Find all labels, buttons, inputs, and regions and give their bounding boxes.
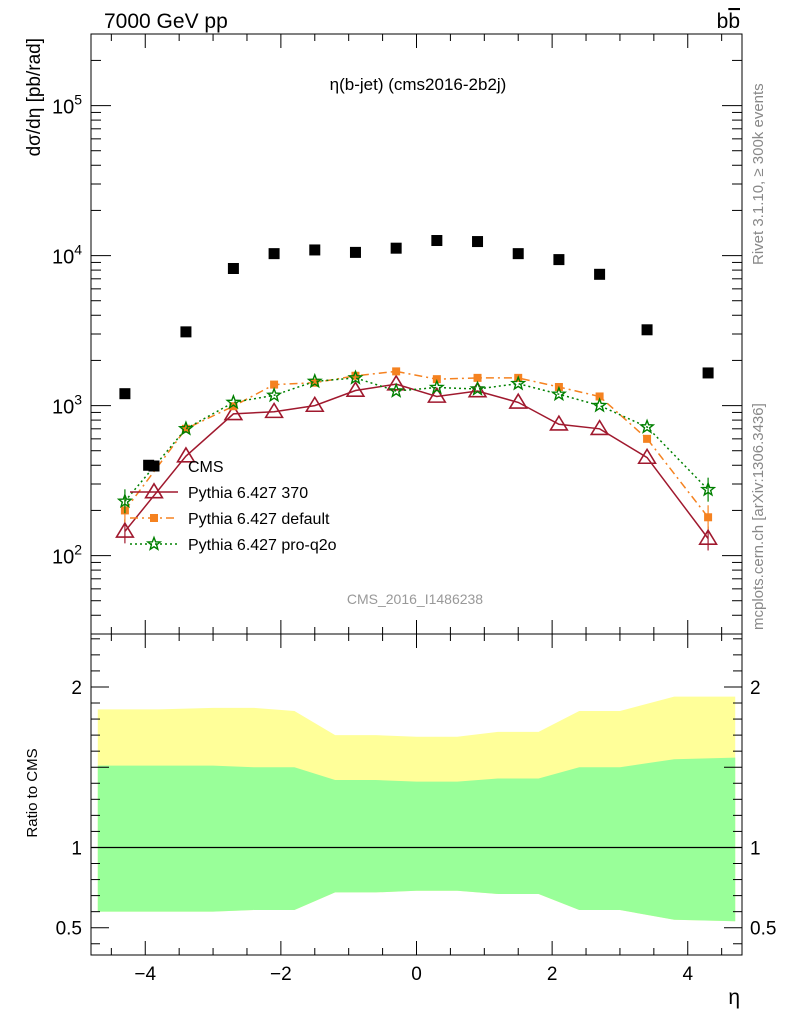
point-pq2o: [266, 386, 283, 403]
main-y-tick-label: 105: [52, 92, 82, 119]
point-pq2o: [591, 397, 608, 413]
point-p370: [467, 381, 488, 398]
x-tick-label: 2: [547, 964, 558, 985]
point-p370: [508, 392, 529, 409]
legend-label-pq2o: Pythia 6.427 pro-q2o: [188, 537, 337, 554]
point-pq2o: [388, 382, 405, 398]
point-p370: [427, 386, 447, 403]
point-pdefault: [704, 513, 713, 522]
main-y-tick-label: 104: [52, 242, 82, 269]
point-pq2o: [225, 393, 242, 410]
point-pq2o: [700, 481, 717, 497]
point-p370: [589, 419, 610, 436]
point-p370: [176, 446, 196, 463]
legend-marker-pdefault: [150, 514, 158, 522]
point-data: [512, 248, 524, 260]
legend: CMS Pythia 6.427 370 Pythia 6.427 default P…: [130, 459, 337, 554]
point-data: [227, 262, 239, 274]
point-p370: [549, 414, 569, 431]
ratio-y-axis-label: Ratio to CMS: [24, 748, 41, 837]
point-pdefault: [473, 373, 482, 382]
point-pdefault: [181, 424, 190, 433]
point-data: [431, 235, 443, 247]
main-panel: 102 103 104 105: [52, 33, 743, 635]
x-tick-label: 4: [682, 964, 693, 985]
point-pdefault: [392, 367, 401, 376]
point-data: [349, 246, 361, 258]
legend-label-pdefault: Pythia 6.427 default: [188, 511, 330, 528]
main-y-tick-label: 102: [52, 542, 82, 569]
point-p370: [386, 374, 406, 391]
ratio-y-tick-label-right: 0.5: [750, 919, 776, 940]
point-data: [472, 236, 484, 248]
point-pdefault: [643, 434, 652, 443]
mcplots-label: mcplots.cern.ch [arXiv:1306.3436]: [750, 403, 767, 630]
point-data: [119, 388, 131, 400]
point-p370: [223, 404, 244, 421]
main-title: η(b-jet) (cms2016-2b2j): [330, 75, 507, 94]
series-line-pq2o: [124, 377, 709, 502]
series-line-p370: [124, 383, 709, 539]
point-data: [702, 367, 714, 379]
rivet-label: Rivet 3.1.10, ≥ 300k events: [750, 83, 767, 265]
ratio-band-inner: [97, 757, 736, 922]
watermark: CMS_2016_I1486238: [347, 591, 483, 607]
point-pdefault: [270, 380, 279, 389]
point-p370: [637, 447, 657, 465]
x-tick-label: −2: [270, 964, 292, 985]
point-pq2o: [428, 378, 445, 395]
point-data: [390, 242, 402, 254]
legend-marker-p370: [144, 482, 164, 499]
legend-marker-data: [148, 460, 160, 472]
point-pdefault: [595, 392, 604, 401]
point-pq2o: [177, 420, 195, 436]
point-p370: [698, 528, 718, 545]
point-pq2o: [347, 369, 364, 385]
main-y-tick-label: 103: [52, 392, 82, 419]
ratio-y-tick-label-right: 2: [750, 678, 761, 699]
legend-marker-pq2o: [145, 535, 163, 551]
point-pdefault: [229, 402, 238, 411]
point-pq2o: [469, 380, 486, 396]
point-p370: [345, 380, 366, 397]
legend-label-data: CMS: [188, 459, 224, 476]
series-line-pdefault: [124, 370, 709, 518]
ratio-y-tick-label: 0.5: [56, 919, 82, 940]
point-data: [553, 254, 565, 266]
point-pq2o: [116, 492, 133, 509]
x-tick-label: 0: [411, 964, 422, 985]
point-pq2o: [550, 385, 567, 402]
main-y-axis-label: dσ/dη [pb/rad]: [24, 38, 45, 156]
ratio-y-tick-label: 1: [71, 838, 82, 859]
point-p370: [304, 395, 325, 413]
ratio-y-tick-label: 2: [71, 678, 82, 699]
x-tick-label: −4: [134, 964, 156, 985]
legend-label-p370: Pythia 6.427 370: [188, 485, 308, 502]
ratio-y-tick-label-right: 1: [750, 838, 761, 859]
point-data: [594, 268, 606, 280]
point-p370: [264, 401, 284, 419]
point-pdefault: [351, 371, 360, 380]
point-pq2o: [510, 375, 527, 391]
point-data: [309, 244, 321, 256]
point-pq2o: [638, 418, 656, 434]
ratio-panel: −4 −2 0 2 4 0.5 0.5 1 1 2 2: [56, 633, 776, 985]
x-axis-label: η: [728, 986, 740, 1009]
point-data: [641, 324, 653, 336]
point-pdefault: [310, 378, 319, 387]
point-pq2o: [306, 372, 323, 389]
point-data: [268, 248, 280, 260]
header-right: bb: [717, 10, 740, 33]
header-left: 7000 GeV pp: [104, 10, 228, 33]
point-p370: [115, 521, 135, 538]
point-data: [180, 326, 192, 338]
